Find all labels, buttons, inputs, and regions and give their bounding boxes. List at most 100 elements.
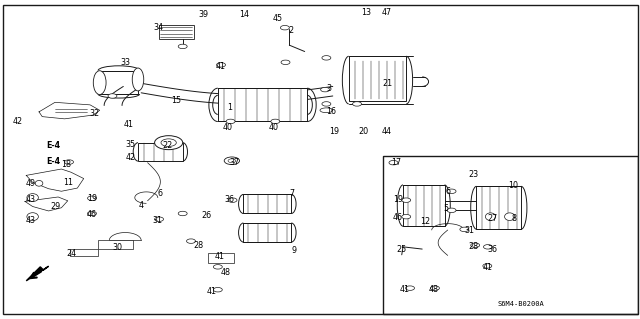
Bar [98,240,133,249]
Circle shape [321,87,330,92]
Circle shape [447,189,456,194]
Circle shape [460,227,468,232]
Text: 11: 11 [63,178,73,187]
Bar [70,249,99,256]
Circle shape [322,102,331,106]
Text: 7: 7 [289,189,294,198]
Bar [243,223,291,242]
Ellipse shape [504,213,515,220]
Bar [100,71,138,94]
Text: 25: 25 [397,245,407,254]
Circle shape [447,208,456,212]
Text: 2: 2 [288,26,293,35]
Circle shape [483,245,492,249]
Text: 34: 34 [154,23,164,32]
Text: 19: 19 [393,195,403,204]
Circle shape [470,243,479,248]
Polygon shape [25,197,68,211]
Text: 6: 6 [158,189,163,198]
Bar [159,25,194,39]
Text: 6: 6 [446,187,451,197]
Text: 32: 32 [90,109,100,118]
Text: 46: 46 [87,210,97,219]
Circle shape [88,211,97,216]
Text: 31: 31 [465,226,474,234]
Text: 23: 23 [468,170,478,179]
Text: 29: 29 [51,202,61,211]
Circle shape [65,160,74,164]
Ellipse shape [27,194,38,202]
Text: 14: 14 [239,11,250,19]
Circle shape [402,198,411,202]
Circle shape [88,196,97,200]
Circle shape [224,157,239,165]
Text: 47: 47 [382,8,392,17]
Circle shape [226,119,235,123]
Ellipse shape [27,213,38,221]
Text: 48: 48 [221,268,231,277]
Text: 4: 4 [139,201,144,210]
Ellipse shape [35,181,43,186]
Bar [218,88,307,122]
Circle shape [353,102,362,106]
Ellipse shape [93,71,106,94]
Text: 3: 3 [326,84,332,93]
Circle shape [161,139,176,146]
Text: 42: 42 [125,153,135,162]
Text: 12: 12 [420,217,430,226]
Text: 39: 39 [198,10,209,19]
Text: 43: 43 [26,216,36,225]
Circle shape [281,60,290,64]
Text: 46: 46 [393,213,403,222]
Text: 18: 18 [61,160,72,169]
Circle shape [431,286,440,290]
Ellipse shape [485,213,495,220]
Text: 17: 17 [392,158,402,167]
Bar [208,253,234,263]
Text: 41: 41 [399,285,410,293]
Circle shape [322,56,331,60]
Text: 28: 28 [194,241,204,250]
Text: 15: 15 [172,96,181,105]
Text: 24: 24 [66,249,76,258]
Text: 41: 41 [483,263,493,272]
Polygon shape [39,102,100,119]
Text: 28: 28 [468,242,479,251]
Text: 48: 48 [429,285,438,293]
Ellipse shape [320,108,333,113]
Circle shape [213,265,222,269]
Text: 5: 5 [444,204,449,213]
Text: 30: 30 [113,243,122,252]
Text: 41: 41 [214,252,225,261]
Ellipse shape [132,68,144,91]
Text: S6M4-B0200A: S6M4-B0200A [498,301,545,307]
Circle shape [271,119,280,123]
Text: 22: 22 [163,141,173,150]
Text: 21: 21 [383,79,393,88]
Text: 27: 27 [487,214,497,223]
Text: 9: 9 [291,246,296,255]
Text: 19: 19 [87,194,97,203]
Text: 10: 10 [508,181,518,190]
Text: 49: 49 [26,180,36,189]
Text: 40: 40 [269,123,279,132]
Text: 37: 37 [229,158,239,167]
Text: 33: 33 [120,58,130,67]
Circle shape [108,94,117,98]
Polygon shape [26,266,49,281]
Text: 41: 41 [216,62,226,71]
Bar [383,156,638,315]
Text: 41: 41 [207,287,216,296]
Text: 43: 43 [26,195,36,204]
Bar [138,143,182,161]
Circle shape [178,44,187,49]
Polygon shape [26,169,84,191]
Circle shape [216,63,225,67]
Text: 1: 1 [227,103,232,112]
Text: 35: 35 [125,140,135,149]
Bar [403,185,445,226]
Text: 40: 40 [223,123,232,132]
Text: 26: 26 [202,211,211,220]
Text: 31: 31 [153,216,163,225]
Circle shape [402,214,411,219]
